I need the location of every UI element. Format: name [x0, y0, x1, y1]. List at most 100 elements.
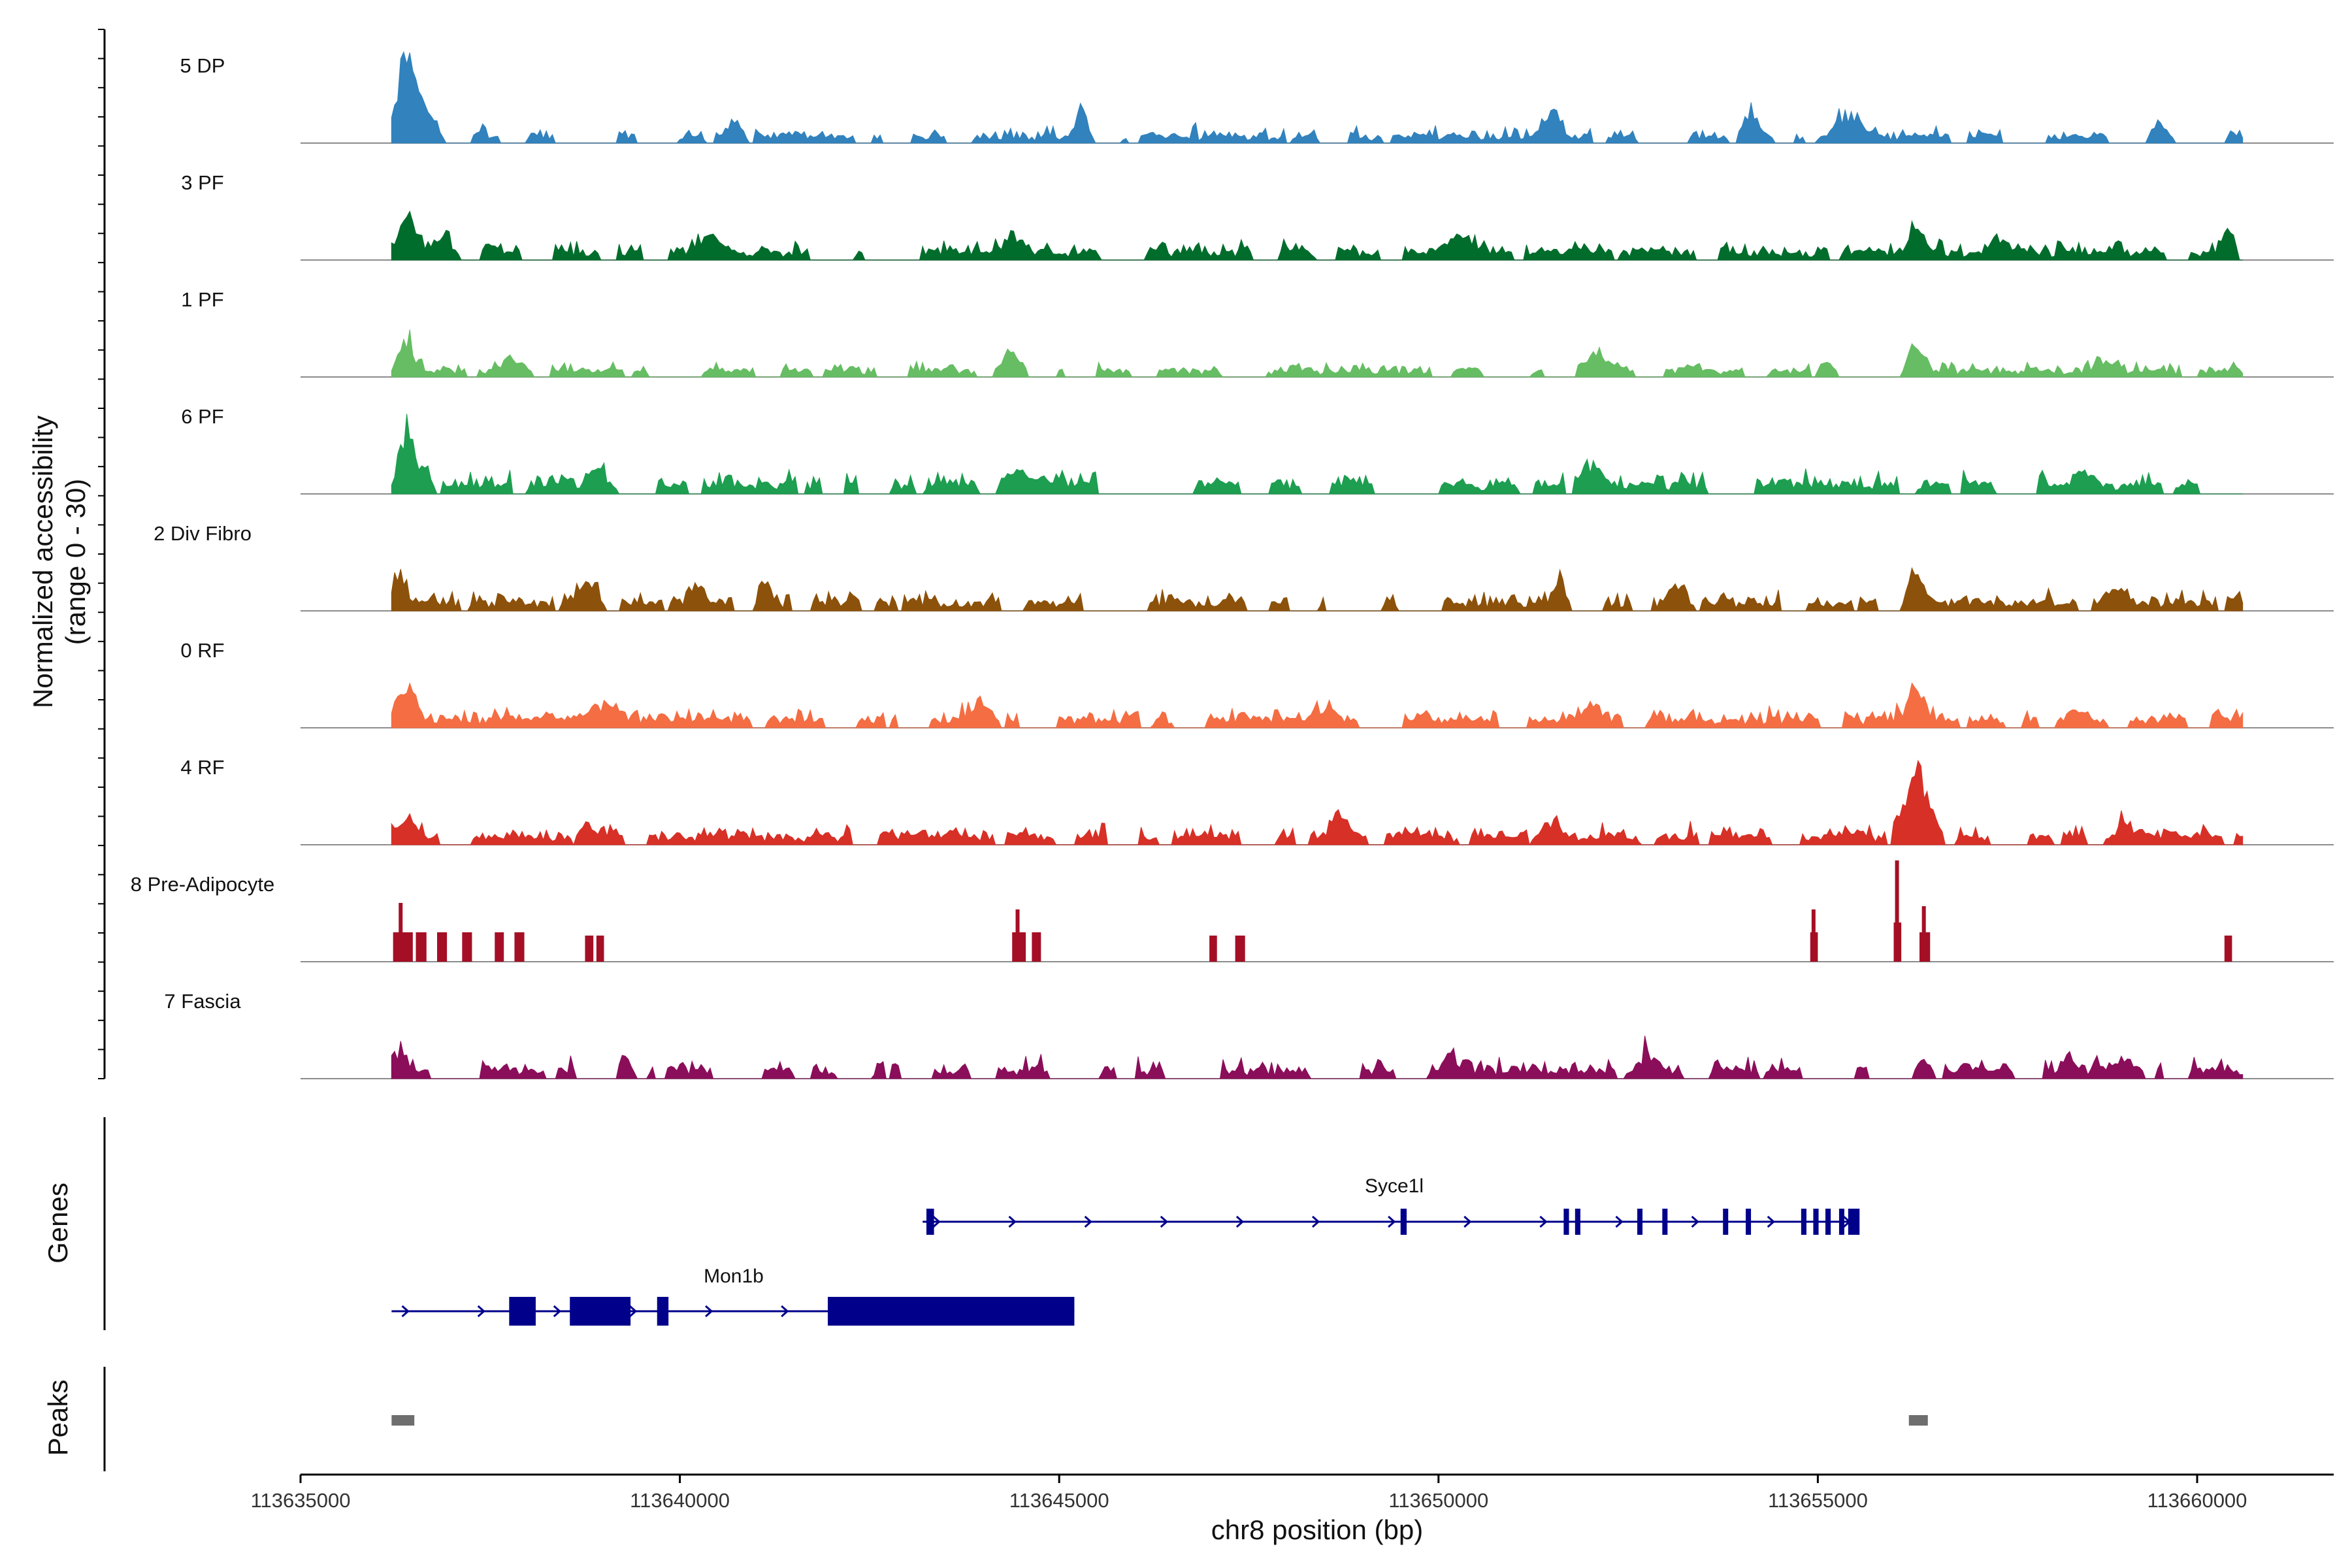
- coverage-area: [391, 1036, 2244, 1079]
- strand-arrow: [932, 1215, 941, 1228]
- gene-label: Mon1b: [704, 1266, 764, 1287]
- x-tick-label: 113660000: [2148, 1489, 2247, 1512]
- track-1-pf: 1 PF: [181, 288, 2334, 378]
- track-5-dp: 5 DP: [180, 50, 2334, 144]
- gene-annotations: Syce1l Mon1b: [391, 1175, 1860, 1326]
- coverage-area: [391, 414, 2243, 495]
- gene-exon: [509, 1297, 536, 1326]
- coverage-block: [393, 903, 413, 962]
- gene-exon: [1637, 1209, 1643, 1235]
- x-tick-label: 113655000: [1768, 1489, 1868, 1512]
- strand-arrow: [1312, 1215, 1320, 1228]
- gene-exon: [1838, 1209, 1844, 1235]
- coverage-tracks: 5 DP 3 PF 1 PF 6 PF 2 Div Fibro 0 RF 4 RF 8 Pre…: [98, 29, 2334, 1471]
- track-label: 5 DP: [180, 54, 225, 77]
- x-tick-label: 113645000: [1009, 1489, 1109, 1512]
- gene-label: Syce1l: [1365, 1175, 1424, 1197]
- track-label: 3 PF: [181, 171, 223, 194]
- strand-arrow: [1539, 1215, 1548, 1228]
- x-tick-label: 113650000: [1388, 1489, 1488, 1512]
- track-label: 7 Fascia: [164, 990, 241, 1013]
- track-label: 4 RF: [180, 756, 224, 779]
- coverage-block: [514, 932, 525, 962]
- coverage-block: [1810, 909, 1818, 962]
- gene-exon: [657, 1297, 669, 1326]
- coverage-block: [1893, 860, 1902, 962]
- x-axis: 113635000 113640000 113645000 113650000 1136…: [251, 1473, 2334, 1512]
- track-label: 1 PF: [181, 288, 223, 311]
- strand-arrow: [553, 1305, 562, 1318]
- gene-syce1l: Syce1l: [923, 1175, 1860, 1235]
- track-2-div-fibro: 2 Div Fibro: [154, 522, 2334, 612]
- coverage-area: [391, 566, 2244, 612]
- coverage-block: [437, 932, 448, 962]
- coverage-area: [391, 759, 2244, 846]
- gene-exon: [1825, 1209, 1831, 1235]
- track-label: 2 Div Fibro: [154, 522, 252, 545]
- peak-region: [1908, 1415, 1928, 1426]
- track-0-rf: 0 RF: [180, 639, 2334, 728]
- coverage-area: [391, 329, 2244, 378]
- strand-arrow: [1388, 1215, 1396, 1228]
- track-8-pre-adipocyte: 8 Pre-Adipocyte: [131, 860, 2334, 962]
- x-axis-title: chr8 position (bp): [1211, 1514, 1424, 1545]
- track-3-pf: 3 PF: [181, 171, 2334, 261]
- x-tick-label: 113640000: [630, 1489, 730, 1512]
- coverage-block: [495, 932, 504, 962]
- gene-exon: [1723, 1209, 1729, 1235]
- strand-arrow: [629, 1305, 638, 1318]
- gene-exon: [1575, 1209, 1580, 1235]
- coverage-area: [391, 210, 2243, 261]
- strand-arrow: [1235, 1215, 1245, 1228]
- strand-arrow: [477, 1305, 485, 1318]
- coverage-block: [1235, 936, 1245, 962]
- coverage-block: [585, 936, 594, 962]
- gene-exon: [1662, 1209, 1668, 1235]
- gene-exon: [570, 1297, 631, 1326]
- x-tick-label: 113635000: [251, 1489, 351, 1512]
- track-label: 0 RF: [180, 639, 224, 662]
- gene-exon: [1746, 1209, 1752, 1235]
- track-4-rf: 4 RF: [180, 756, 2334, 846]
- y-axis-title-line-1: Normalized accessibility: [27, 416, 58, 708]
- gene-exon: [926, 1209, 934, 1235]
- peak-region: [391, 1415, 415, 1426]
- gene-exon: [1801, 1209, 1806, 1235]
- strand-arrow: [1691, 1215, 1699, 1228]
- gene-exon: [1563, 1209, 1569, 1235]
- coverage-block: [1209, 936, 1217, 962]
- y-axis-title-line-2: (range 0 - 30): [60, 479, 91, 645]
- coverage-area: [391, 682, 2244, 728]
- strand-arrow: [1160, 1215, 1169, 1228]
- genes-panel-label: Genes: [42, 1183, 73, 1264]
- gene-exon: [1813, 1209, 1819, 1235]
- strand-arrow: [781, 1305, 789, 1318]
- coverage-area: [391, 50, 2244, 144]
- strand-arrow: [1615, 1215, 1624, 1228]
- strand-arrow: [1463, 1215, 1472, 1228]
- peak-regions: [391, 1415, 1928, 1426]
- gene-exon: [1400, 1209, 1407, 1235]
- gene-mon1b: Mon1b: [391, 1266, 1075, 1326]
- strand-arrow: [401, 1305, 410, 1318]
- coverage-block: [1032, 932, 1041, 962]
- coverage-block: [1012, 909, 1026, 962]
- gene-exon: [828, 1297, 1075, 1326]
- strand-arrow: [1008, 1215, 1017, 1228]
- coverage-block: [2224, 936, 2232, 962]
- strand-arrow: [1767, 1215, 1775, 1228]
- strand-arrow: [705, 1305, 713, 1318]
- track-label: 6 PF: [181, 405, 223, 428]
- peaks-panel-label: Peaks: [42, 1380, 73, 1456]
- coverage-block: [596, 936, 604, 962]
- coverage-block: [1919, 906, 1931, 962]
- track-6-pf: 6 PF: [181, 405, 2334, 495]
- y-axis-title: Normalized accessibility (range 0 - 30): [27, 416, 91, 708]
- track-label: 8 Pre-Adipocyte: [131, 873, 275, 896]
- gene-exon: [1848, 1209, 1860, 1235]
- coverage-block: [462, 932, 472, 962]
- track-7-fascia: 7 Fascia: [164, 990, 2334, 1079]
- coverage-block: [416, 932, 427, 962]
- strand-arrow: [1084, 1215, 1092, 1228]
